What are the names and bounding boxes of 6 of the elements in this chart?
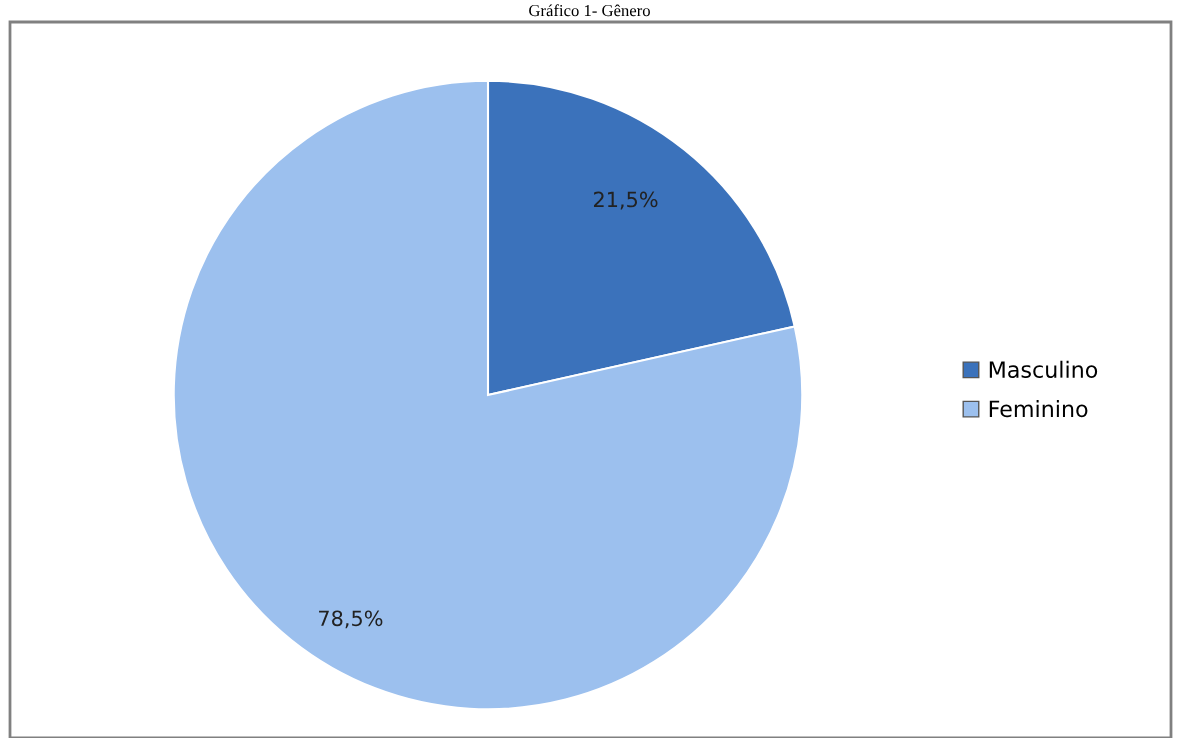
pie-slice [172,79,804,711]
legend-label: Masculino [989,360,1098,378]
chart-title: Gráfico 1- Gênero [529,4,650,17]
data-label: 21,5% [593,191,658,210]
legend-label: Feminino [989,400,1088,418]
data-label: 78,5% [319,610,383,629]
